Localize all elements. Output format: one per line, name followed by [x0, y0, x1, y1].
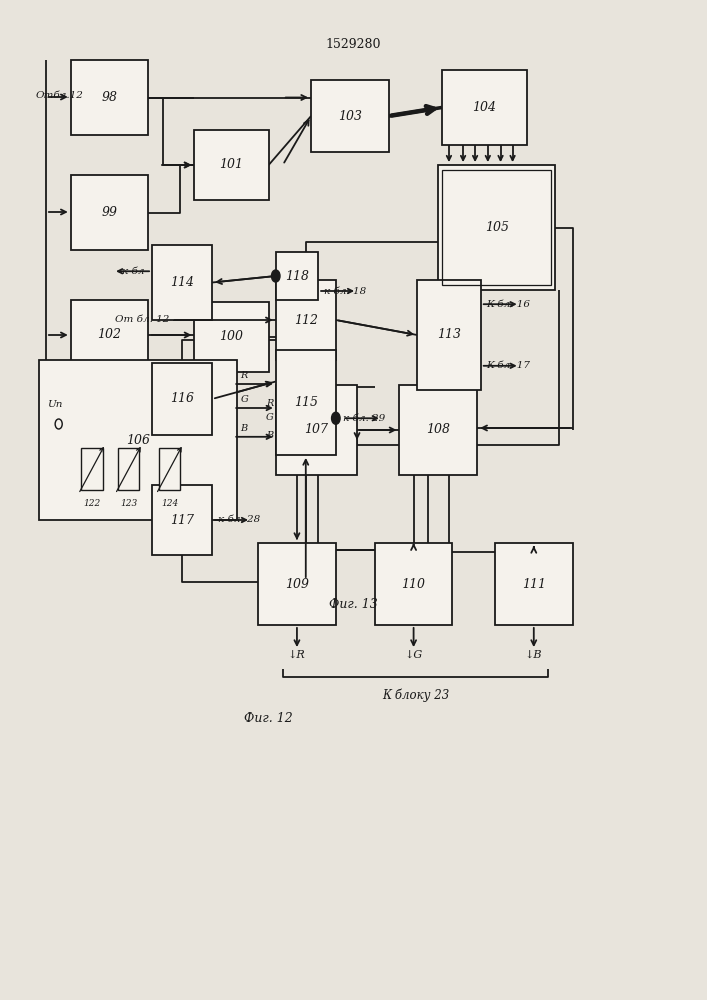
Bar — [152, 363, 212, 435]
Text: 1529280: 1529280 — [326, 38, 381, 51]
Text: 114: 114 — [170, 276, 194, 289]
Bar — [495, 543, 573, 625]
Text: к бл. 28: к бл. 28 — [218, 516, 260, 524]
Text: 98: 98 — [102, 91, 117, 104]
Text: G: G — [240, 395, 248, 404]
Text: R: R — [267, 398, 274, 408]
Circle shape — [332, 412, 340, 424]
Text: К бл. 16: К бл. 16 — [486, 300, 530, 309]
Text: 112: 112 — [294, 314, 317, 326]
Text: к бл. 29: к бл. 29 — [343, 414, 385, 423]
Bar — [399, 385, 477, 475]
Text: к бл. 18: к бл. 18 — [324, 286, 366, 296]
Bar — [442, 170, 551, 285]
Bar — [81, 448, 103, 490]
Bar — [118, 448, 139, 490]
Text: Uп: Uп — [47, 400, 62, 409]
Text: 115: 115 — [294, 396, 317, 409]
Bar — [276, 350, 336, 455]
Text: 117: 117 — [170, 514, 194, 526]
Text: 111: 111 — [522, 578, 546, 590]
Text: 113: 113 — [437, 328, 461, 342]
Text: К бл. 17: К бл. 17 — [486, 361, 530, 370]
Text: G: G — [266, 414, 274, 422]
Text: R: R — [240, 371, 247, 380]
Text: 110: 110 — [402, 578, 426, 590]
Bar — [258, 543, 336, 625]
Text: 108: 108 — [426, 423, 450, 436]
Bar — [71, 60, 148, 135]
Text: 118: 118 — [285, 269, 309, 282]
Text: 109: 109 — [285, 578, 309, 590]
Bar — [442, 70, 527, 145]
Bar — [276, 252, 318, 300]
Bar — [71, 175, 148, 250]
Bar — [417, 280, 481, 390]
Bar — [375, 543, 452, 625]
Text: 103: 103 — [338, 109, 362, 122]
Bar — [152, 245, 212, 320]
Bar — [276, 280, 336, 360]
Circle shape — [271, 270, 280, 282]
Text: 105: 105 — [485, 221, 508, 234]
Bar — [438, 165, 555, 290]
Bar — [71, 300, 148, 370]
Text: ↓G: ↓G — [404, 650, 423, 660]
Text: 106: 106 — [126, 434, 150, 447]
Text: 122: 122 — [83, 498, 100, 508]
Text: 123: 123 — [120, 498, 137, 508]
Text: 100: 100 — [220, 330, 243, 344]
Text: Фиг. 13: Фиг. 13 — [329, 598, 378, 611]
Bar — [39, 360, 237, 520]
Bar — [194, 302, 269, 372]
Text: ↓B: ↓B — [525, 650, 542, 660]
Bar — [152, 485, 212, 555]
Text: к бл: к бл — [122, 267, 145, 276]
Text: 107: 107 — [305, 423, 328, 436]
Text: 101: 101 — [220, 158, 243, 171]
Text: ↓R: ↓R — [288, 650, 306, 660]
Text: 124: 124 — [161, 498, 178, 508]
Text: 102: 102 — [98, 328, 122, 342]
Bar — [194, 130, 269, 200]
Text: 116: 116 — [170, 392, 194, 406]
Text: 104: 104 — [472, 101, 496, 114]
Text: 99: 99 — [102, 206, 117, 219]
Bar — [159, 448, 180, 490]
Bar — [311, 80, 389, 152]
Bar — [276, 385, 357, 475]
Text: Отбл.12: Отбл.12 — [35, 91, 83, 100]
Text: От бл. 12: От бл. 12 — [115, 316, 170, 324]
Text: B: B — [267, 430, 274, 440]
Text: К блоку 23: К блоку 23 — [382, 688, 449, 702]
Text: B: B — [240, 424, 247, 433]
Text: Фиг. 12: Фиг. 12 — [245, 712, 293, 726]
